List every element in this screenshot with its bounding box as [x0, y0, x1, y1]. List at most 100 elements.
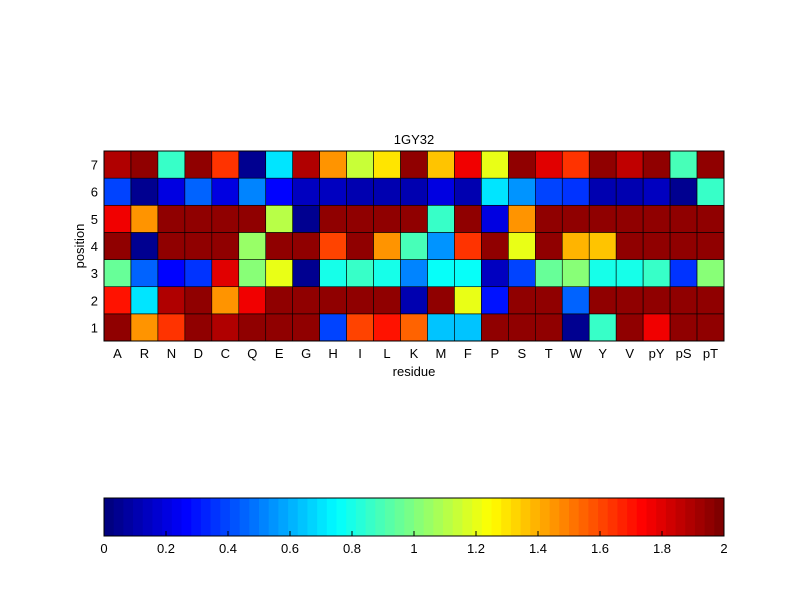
heatmap-cell — [184, 150, 213, 179]
heatmap-cell — [454, 286, 482, 315]
x-tick-label: pY — [649, 346, 665, 361]
heatmap-cell — [427, 232, 455, 260]
heatmap-cell — [130, 259, 159, 288]
heatmap-cell — [130, 232, 159, 260]
heatmap-cell — [319, 232, 347, 260]
heatmap-cell — [561, 259, 590, 288]
heatmap-cell — [642, 286, 671, 315]
x-tick-label: Q — [247, 346, 257, 361]
heatmap-cell — [696, 204, 725, 233]
colorbar-segment — [346, 498, 357, 536]
heatmap-cell — [615, 204, 644, 233]
colorbar-segment — [588, 498, 599, 536]
heatmap-cell — [238, 177, 267, 206]
heatmap-cell — [508, 313, 536, 342]
x-axis-label: residue — [393, 364, 436, 379]
heatmap-cell — [400, 313, 428, 342]
heatmap-cell — [130, 286, 159, 315]
heatmap-cell — [642, 150, 671, 179]
heatmap-cell — [696, 150, 725, 179]
heatmap-cell — [292, 204, 320, 233]
heatmap-cell — [669, 204, 698, 233]
heatmap-cell — [508, 177, 536, 206]
colorbar-segment — [142, 498, 153, 536]
colorbar-segment — [365, 498, 376, 536]
colorbar-segment — [326, 498, 337, 536]
heatmap-cell — [130, 204, 159, 233]
heatmap-cell — [265, 286, 293, 315]
colorbar-segment — [423, 498, 434, 536]
heatmap-cell — [157, 259, 186, 288]
heatmap-cell — [157, 232, 186, 260]
colorbar-segment — [462, 498, 473, 536]
heatmap-cell — [103, 286, 132, 315]
heatmap-cell — [292, 313, 320, 342]
heatmap-cell — [265, 232, 293, 260]
colorbar-segment — [578, 498, 589, 536]
heatmap-cell — [642, 313, 671, 342]
heatmap-cell — [696, 177, 725, 206]
x-tick-label: V — [625, 346, 634, 361]
heatmap-cell — [588, 204, 617, 233]
heatmap-cell — [211, 286, 240, 315]
x-tick-label: C — [221, 346, 230, 361]
y-tick-label: 7 — [91, 158, 98, 173]
heatmap-cell — [346, 204, 374, 233]
heatmap-cell — [534, 286, 563, 315]
colorbar-segment — [210, 498, 221, 536]
colorbar-segment — [443, 498, 454, 536]
heatmap-cell — [373, 204, 401, 233]
heatmap-cell — [265, 313, 293, 342]
heatmap-cell — [508, 232, 536, 260]
colorbar — [104, 498, 725, 536]
heatmap-cell — [588, 150, 617, 179]
x-tick-label: S — [517, 346, 526, 361]
heatmap-cell — [588, 259, 617, 288]
heatmap-cell — [157, 286, 186, 315]
x-tick-label: L — [383, 346, 390, 361]
x-tick-label: H — [328, 346, 337, 361]
heatmap-cell — [427, 177, 455, 206]
colorbar-segment — [704, 498, 715, 536]
heatmap-cell — [669, 259, 698, 288]
heatmap-cell — [346, 286, 374, 315]
heatmap-cell — [669, 286, 698, 315]
x-tick-label: D — [194, 346, 203, 361]
heatmap-cell — [292, 259, 320, 288]
heatmap-cell — [508, 259, 536, 288]
y-tick-labels: 1 2 3 4 5 6 7 — [91, 158, 98, 336]
colorbar-segment — [414, 498, 425, 536]
colorbar-segment — [665, 498, 677, 536]
heatmap-cell — [615, 259, 644, 288]
heatmap-cell — [454, 259, 482, 288]
x-tick-label: K — [410, 346, 419, 361]
heatmap-cell — [534, 313, 563, 342]
heatmap-cell — [561, 313, 590, 342]
heatmap-cell — [130, 150, 159, 179]
heatmap-cell — [615, 150, 644, 179]
colorbar-segment — [646, 498, 657, 536]
heatmap-cell — [696, 232, 725, 260]
colorbar-segment — [539, 498, 551, 536]
heatmap-cell — [642, 232, 671, 260]
colorbar-segment — [239, 498, 250, 536]
colorbar-segment — [162, 498, 173, 536]
chart-title: 1GY32 — [394, 132, 434, 147]
heatmap-cell — [588, 313, 617, 342]
heatmap-cell — [696, 286, 725, 315]
heatmap-cell — [103, 177, 132, 206]
colorbar-segment — [714, 498, 725, 536]
heatmap-cell — [454, 232, 482, 260]
colorbar-segment — [481, 498, 492, 536]
heatmap-cell — [319, 313, 347, 342]
heatmap-cell — [615, 313, 644, 342]
heatmap-cell — [103, 313, 132, 342]
colorbar-segment — [355, 498, 367, 536]
heatmap-cell — [454, 313, 482, 342]
heatmap-cell — [400, 259, 428, 288]
heatmap-cell — [238, 313, 267, 342]
heatmap-cell — [561, 232, 590, 260]
colorbar-segment — [617, 498, 628, 536]
x-tick-label: E — [275, 346, 284, 361]
colorbar-segment — [123, 498, 134, 536]
